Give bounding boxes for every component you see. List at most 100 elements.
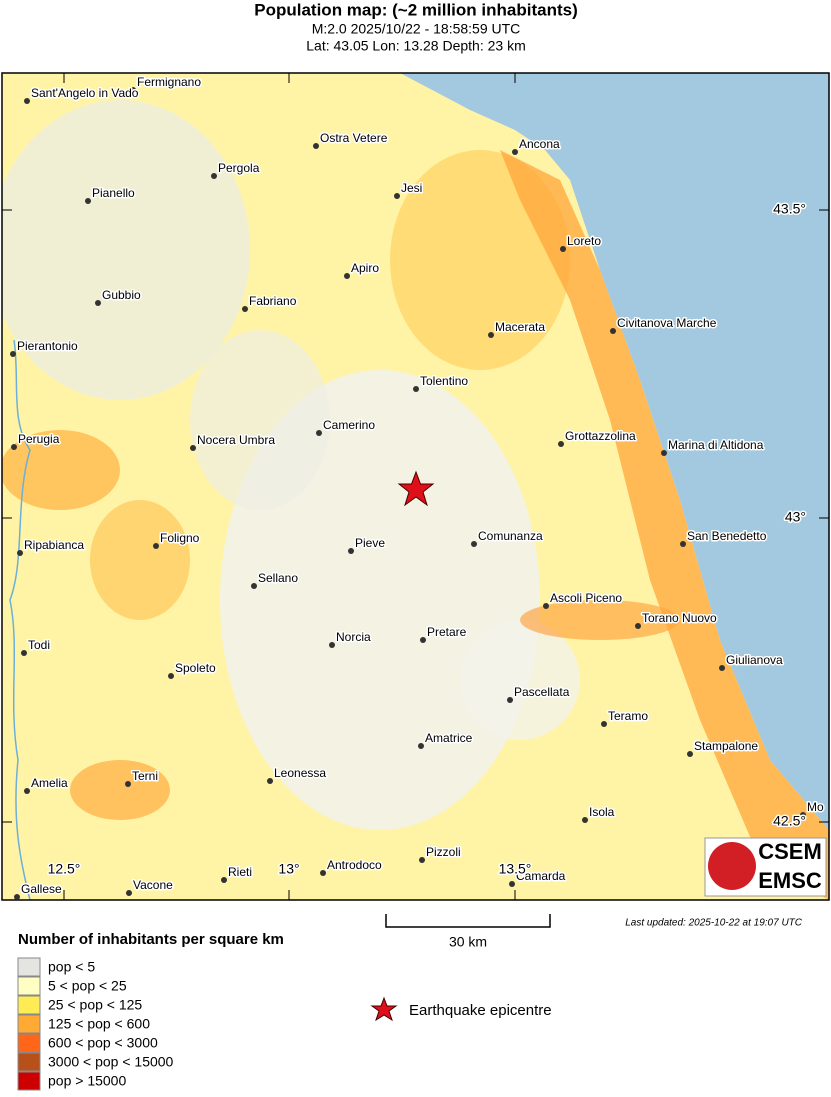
city-label: Pizzoli (426, 845, 461, 859)
city-dot (413, 386, 419, 392)
city-label: Rieti (228, 865, 252, 879)
city-dot (316, 430, 322, 436)
city-dot (582, 817, 588, 823)
city-dot (471, 541, 477, 547)
city-label: Amelia (31, 776, 68, 790)
epicentre-star (397, 470, 435, 507)
legend-label: 125 < pop < 600 (48, 1016, 150, 1032)
map-frame (1, 72, 830, 901)
city-label: Stampalone (694, 739, 758, 753)
city-label: Loreto (567, 234, 601, 248)
lon-label: 13.5° (499, 861, 532, 877)
city-label: Amatrice (425, 731, 473, 745)
city-dot (85, 198, 91, 204)
legend-label: 25 < pop < 125 (48, 997, 142, 1013)
city-dot (418, 743, 424, 749)
city-label: Leonessa (274, 766, 326, 780)
city-label: Grottazzolina (565, 429, 636, 443)
city-label: Antrodoco (327, 858, 382, 872)
legend-label: pop > 15000 (48, 1073, 126, 1089)
city-label: Ostra Vetere (320, 131, 388, 145)
city-label: Marina di Altidona (668, 438, 764, 452)
lat-label: 43.5° (773, 201, 806, 217)
city-dot (24, 788, 30, 794)
legend-title: Number of inhabitants per square km (18, 931, 284, 948)
scale-label: 30 km (449, 934, 487, 950)
map (2, 73, 829, 900)
city-label: Camerino (323, 418, 375, 432)
logo-text: CSEM (758, 839, 822, 864)
legend-star (370, 996, 398, 1022)
city-label: Terni (132, 769, 158, 783)
city-dot (14, 894, 20, 900)
city-dot (11, 444, 17, 450)
city-label: Fermignano (137, 75, 201, 89)
title: Population map: (~2 million inhabitants) (254, 0, 577, 19)
city-label: San Benedetto (687, 529, 767, 543)
city-dot (661, 450, 667, 456)
legend-label: 3000 < pop < 15000 (48, 1054, 174, 1070)
city-label: Sellano (258, 571, 298, 585)
city-label: Todi (28, 638, 50, 652)
city-dot (221, 877, 227, 883)
city-dot (130, 87, 136, 93)
city-dot (242, 306, 248, 312)
city-label: Ancona (519, 137, 560, 151)
city-dot (17, 550, 23, 556)
city-label: Civitanova Marche (617, 316, 717, 330)
city-label: Tolentino (420, 374, 468, 388)
city-label: Jesi (401, 181, 422, 195)
city-dot (687, 751, 693, 757)
city-label: Ripabianca (24, 538, 84, 552)
city-label: Sant'Angelo in Vado (31, 86, 139, 100)
city-label: Giulianova (726, 653, 783, 667)
legend-swatch (17, 1014, 41, 1034)
city-label: Norcia (336, 630, 371, 644)
city-dot (420, 637, 426, 643)
city-dot (125, 781, 131, 787)
city-label: Teramo (608, 709, 648, 723)
city-label: Fabriano (249, 294, 297, 308)
city-dot (509, 881, 515, 887)
city-dot (267, 778, 273, 784)
legend-label: Earthquake epicentre (409, 1002, 552, 1019)
city-label: Isola (589, 805, 615, 819)
city-dot (419, 857, 425, 863)
city-dot (512, 149, 518, 155)
legend-label: 600 < pop < 3000 (48, 1035, 158, 1051)
city-label: Torano Nuovo (642, 611, 717, 625)
city-dot (719, 665, 725, 671)
legend-swatch (17, 1052, 41, 1072)
city-dot (313, 143, 319, 149)
city-label: Spoleto (175, 661, 216, 675)
legend-swatch (17, 1071, 41, 1091)
city-dot (211, 173, 217, 179)
city-dot (344, 273, 350, 279)
city-dot (680, 541, 686, 547)
legend-swatch (17, 995, 41, 1015)
city-label: Apiro (351, 261, 379, 275)
lat-label: 42.5° (773, 813, 806, 829)
city-label: Mo (807, 800, 824, 814)
city-label: Gubbio (102, 288, 141, 302)
city-dot (320, 870, 326, 876)
logo-text: EMSC (758, 868, 822, 893)
logo: CSEM EMSC (704, 837, 827, 897)
city-dot (560, 246, 566, 252)
city-dot (488, 332, 494, 338)
city-dot (394, 193, 400, 199)
city-label: Foligno (160, 531, 200, 545)
city-label: Pergola (218, 161, 260, 175)
lon-label: 13° (278, 861, 299, 877)
city-dot (95, 300, 101, 306)
city-label: Pianello (92, 186, 135, 200)
scale-bar (385, 914, 551, 928)
city-label: Camarda (516, 869, 566, 883)
city-dot (601, 721, 607, 727)
city-label: Pieve (355, 536, 385, 550)
subtitle: M:2.0 2025/10/22 - 18:58:59 UTC (312, 21, 521, 37)
last-updated: Last updated: 2025-10-22 at 19:07 UTC (625, 918, 803, 929)
legend-label: pop < 5 (48, 959, 95, 975)
city-dot (610, 328, 616, 334)
